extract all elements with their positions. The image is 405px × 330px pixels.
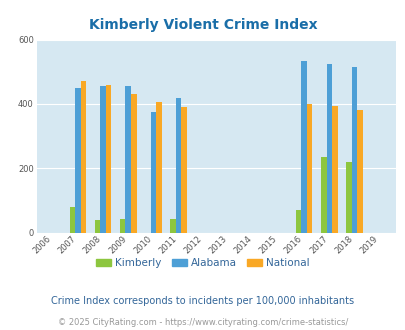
Bar [295,210,301,233]
Bar [331,106,337,233]
Bar [131,94,136,233]
Bar [181,107,186,233]
Bar [306,104,312,233]
Bar [326,64,331,233]
Bar [301,60,306,233]
Text: Kimberly Violent Crime Index: Kimberly Violent Crime Index [88,18,317,32]
Bar [106,85,111,233]
Bar [100,86,106,233]
Bar [81,82,86,233]
Bar [70,207,75,233]
Text: © 2025 CityRating.com - https://www.cityrating.com/crime-statistics/: © 2025 CityRating.com - https://www.city… [58,318,347,327]
Bar [345,162,351,233]
Bar [125,86,131,233]
Bar [95,220,100,233]
Legend: Kimberly, Alabama, National: Kimberly, Alabama, National [92,254,313,272]
Bar [320,157,326,233]
Bar [351,67,356,233]
Bar [150,112,156,233]
Bar [356,110,362,233]
Text: Crime Index corresponds to incidents per 100,000 inhabitants: Crime Index corresponds to incidents per… [51,296,354,306]
Bar [75,88,81,233]
Bar [156,102,161,233]
Bar [175,98,181,233]
Bar [119,219,125,233]
Bar [170,219,175,233]
